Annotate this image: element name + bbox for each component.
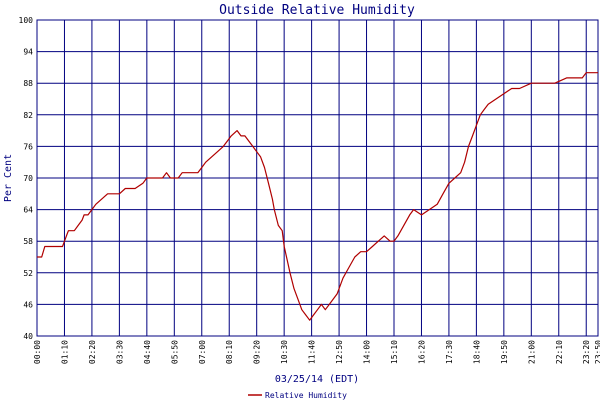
y-tick-label: 52 [23, 269, 33, 278]
x-tick-label: 08:10 [225, 340, 234, 364]
grid [36, 19, 599, 337]
y-ticks: 40 46 52 58 64 70 76 82 88 94 100 [19, 16, 34, 341]
x-tick-label: 00:00 [33, 340, 42, 364]
x-tick-label: 05:50 [170, 340, 179, 364]
chart-title: Outside Relative Humidity [219, 3, 415, 18]
x-tick-label: 21:00 [527, 340, 536, 364]
x-tick-label: 01:10 [60, 340, 69, 364]
y-tick-label: 64 [23, 206, 33, 215]
x-tick-label: 11:40 [308, 340, 317, 364]
series-layer [37, 72, 598, 321]
x-tick-label: 03:30 [115, 340, 124, 364]
x-tick-label: 10:30 [280, 340, 289, 364]
y-tick-label: 100 [19, 16, 34, 25]
y-tick-label: 76 [23, 142, 33, 151]
y-tick-label: 46 [23, 300, 33, 309]
x-tick-label: 16:20 [417, 340, 426, 364]
x-ticks: 00:00 01:10 02:20 03:30 04:40 05:50 07:00 08:10… [33, 340, 600, 364]
x-tick-label: 17:30 [445, 340, 454, 364]
legend-label: Relative Humidity [265, 391, 347, 400]
y-tick-label: 82 [23, 111, 33, 120]
legend: Relative Humidity [248, 391, 347, 400]
x-tick-label: 18:40 [472, 340, 481, 364]
x-tick-label: 04:40 [143, 340, 152, 364]
x-tick-label: 02:20 [88, 340, 97, 364]
x-tick-label: 19:50 [500, 340, 509, 364]
y-axis-label: Per Cent [3, 154, 14, 202]
x-tick-label: 22:10 [555, 340, 564, 364]
y-tick-label: 58 [23, 237, 33, 246]
x-axis-label: 03/25/14 (EDT) [275, 374, 359, 385]
series-line-relative-humidity [37, 72, 598, 321]
x-tick-label: 12:50 [335, 340, 344, 364]
y-tick-label: 94 [23, 48, 33, 57]
x-tick-label: 23:50 [594, 340, 600, 364]
y-tick-label: 40 [23, 332, 33, 341]
y-tick-label: 70 [23, 174, 33, 183]
x-tick-label: 09:20 [253, 340, 262, 364]
x-tick-label: 14:00 [363, 340, 372, 364]
x-tick-label: 23:20 [582, 340, 591, 364]
y-tick-label: 88 [23, 79, 33, 88]
x-tick-label: 15:10 [390, 340, 399, 364]
x-tick-label: 07:00 [198, 340, 207, 364]
